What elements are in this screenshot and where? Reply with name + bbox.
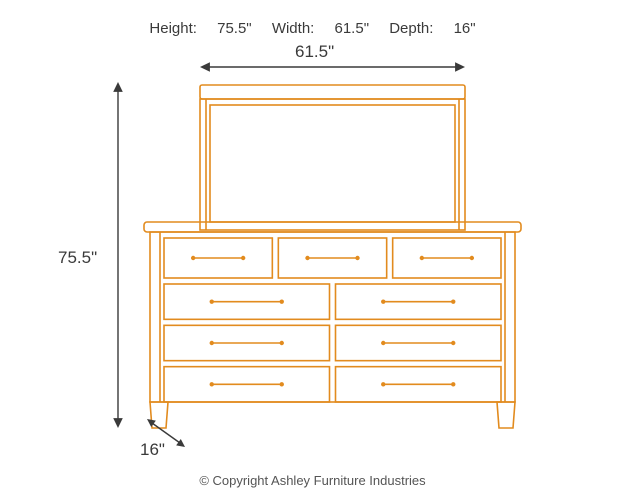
width-callout: 61.5" (295, 42, 334, 62)
depth-callout: 16" (140, 440, 165, 460)
copyright-text: © Copyright Ashley Furniture Industries (0, 473, 625, 488)
height-callout: 75.5" (58, 248, 97, 268)
